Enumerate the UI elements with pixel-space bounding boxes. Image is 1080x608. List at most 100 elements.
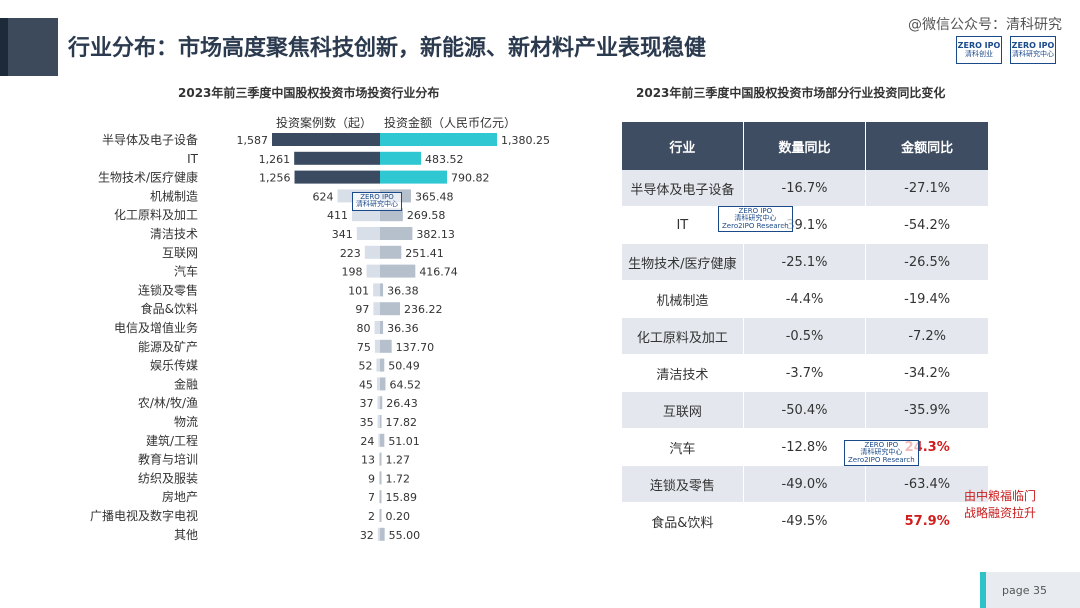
watermark-logo: ZERO IPO 清科研究中心 <box>352 192 402 211</box>
bar-count <box>364 245 380 259</box>
category-label: 汽车 <box>174 264 198 279</box>
bar-count <box>378 433 380 447</box>
table-row: 汽车 -12.8% 24.3% <box>622 428 988 466</box>
table-row: 食品&饮料 -49.5% 57.9% <box>622 502 988 540</box>
cell-amount: 57.9% <box>865 502 988 540</box>
bar-amount <box>380 133 497 146</box>
cell-amount: -26.5% <box>865 243 988 281</box>
count-value-label: 411 <box>327 209 348 222</box>
category-label: 食品&饮料 <box>141 301 198 316</box>
count-value-label: 37 <box>359 397 373 410</box>
count-value-label: 1,587 <box>237 134 269 147</box>
cell-amount: -54.2% <box>865 206 988 244</box>
amount-value-label: 483.52 <box>425 153 464 166</box>
bar-amount <box>380 245 402 259</box>
bar-amount <box>380 358 385 372</box>
bar-amount <box>380 396 383 410</box>
annotation-note: 由中粮福临门 战略融资拉升 <box>964 489 1037 520</box>
category-label: 纺织及服装 <box>138 471 198 485</box>
amount-value-label: 251.41 <box>405 247 444 260</box>
cell-industry: 清洁技术 <box>622 354 744 392</box>
industry-bar-chart: 半导体及电子设备 1,587 1,380.25 IT 1,261 483.52 生物技术/医… <box>90 133 550 542</box>
bar-count <box>294 151 380 165</box>
count-value-label: 198 <box>342 266 363 279</box>
cell-industry: 汽车 <box>622 428 744 466</box>
bar-count <box>352 208 380 222</box>
amount-value-label: 1,380.25 <box>501 134 550 147</box>
category-label: IT <box>187 152 199 166</box>
bar-count <box>294 170 380 184</box>
count-value-label: 75 <box>357 341 371 354</box>
category-label: 农/林/牧/渔 <box>138 396 198 410</box>
amount-value-label: 15.89 <box>386 491 418 504</box>
bar-amount <box>380 170 448 184</box>
category-label: 互联网 <box>162 246 198 260</box>
table-row: 半导体及电子设备 -16.7% -27.1% <box>622 170 988 207</box>
cell-count: -50.4% <box>743 391 867 429</box>
bar-count <box>376 358 380 372</box>
table-row: 连锁及零售 -49.0% -63.4% <box>622 465 988 503</box>
cell-industry: 生物技术/医疗健康 <box>622 243 744 281</box>
bar-count <box>379 490 380 504</box>
category-label: 娱乐传媒 <box>150 358 198 373</box>
amount-value-label: 1.72 <box>386 472 411 485</box>
bar-count <box>366 264 380 278</box>
bar-amount <box>380 208 403 222</box>
bar-amount <box>380 227 413 240</box>
amount-value-label: 0.20 <box>386 510 411 523</box>
table-header-industry: 行业 <box>622 122 744 170</box>
bar-count <box>373 302 380 316</box>
count-value-label: 1,256 <box>259 172 291 185</box>
bar-count <box>377 527 380 541</box>
bar-count <box>379 509 380 522</box>
category-label: 能源及矿产 <box>138 340 198 354</box>
cell-count: -3.7% <box>743 354 867 392</box>
bar-amount <box>380 302 401 316</box>
cell-count: -25.1% <box>743 243 867 281</box>
count-value-label: 97 <box>355 303 369 316</box>
legend-count: 投资案例数（起） <box>276 116 373 130</box>
bar-amount <box>380 321 384 334</box>
amount-value-label: 26.43 <box>386 397 418 410</box>
cell-amount: -34.2% <box>865 354 988 392</box>
count-value-label: 45 <box>359 378 373 391</box>
cell-count: -49.0% <box>743 465 867 503</box>
amount-value-label: 416.74 <box>419 266 458 279</box>
amount-value-label: 50.49 <box>388 360 420 373</box>
cell-industry: 互联网 <box>622 391 744 429</box>
table-header-count: 数量同比 <box>743 122 867 170</box>
category-label: 机械制造 <box>150 188 198 203</box>
watermark-text: @微信公众号：清科研究 <box>908 17 1062 33</box>
table-header-amount: 金额同比 <box>865 122 988 170</box>
bar-count <box>272 133 380 146</box>
category-label: 化工原料及加工 <box>114 208 198 222</box>
header-logos: ZERO IPO 清科创业 ZERO IPO 清科研究中心 <box>956 36 1056 64</box>
count-value-label: 1,261 <box>259 153 291 166</box>
cell-amount: -7.2% <box>865 317 988 355</box>
bar-count <box>377 415 380 428</box>
bar-chart-title: 2023年前三季度中国股权投资市场投资行业分布 <box>178 86 440 100</box>
cell-amount: -27.1% <box>865 170 988 207</box>
cell-industry: 食品&饮料 <box>622 502 744 540</box>
category-label: 半导体及电子设备 <box>102 133 198 147</box>
cell-industry: 化工原料及加工 <box>622 317 744 355</box>
zero-ipo-research-logo: ZERO IPO 清科研究中心 <box>1010 36 1056 64</box>
bar-count <box>356 227 380 240</box>
bar-count <box>379 452 380 466</box>
category-label: 物流 <box>174 415 198 429</box>
cell-amount: -19.4% <box>865 280 988 318</box>
cell-count: -16.7% <box>743 170 867 207</box>
title-accent-edge <box>0 18 8 76</box>
cell-amount: -35.9% <box>865 391 988 429</box>
bar-amount <box>380 527 385 541</box>
amount-value-label: 36.38 <box>387 284 419 297</box>
table-row: 机械制造 -4.4% -19.4% <box>622 280 988 318</box>
bar-amount <box>380 339 392 353</box>
count-value-label: 341 <box>332 228 353 241</box>
amount-value-label: 17.82 <box>386 416 418 429</box>
count-value-label: 13 <box>361 454 375 467</box>
yoy-table: 行业 数量同比 金额同比 半导体及电子设备 -16.7% -27.1% IT -39.1… <box>622 122 988 540</box>
cell-industry: 机械制造 <box>622 280 744 318</box>
category-label: 电信及增值业务 <box>114 320 198 335</box>
bar-count <box>377 396 380 410</box>
